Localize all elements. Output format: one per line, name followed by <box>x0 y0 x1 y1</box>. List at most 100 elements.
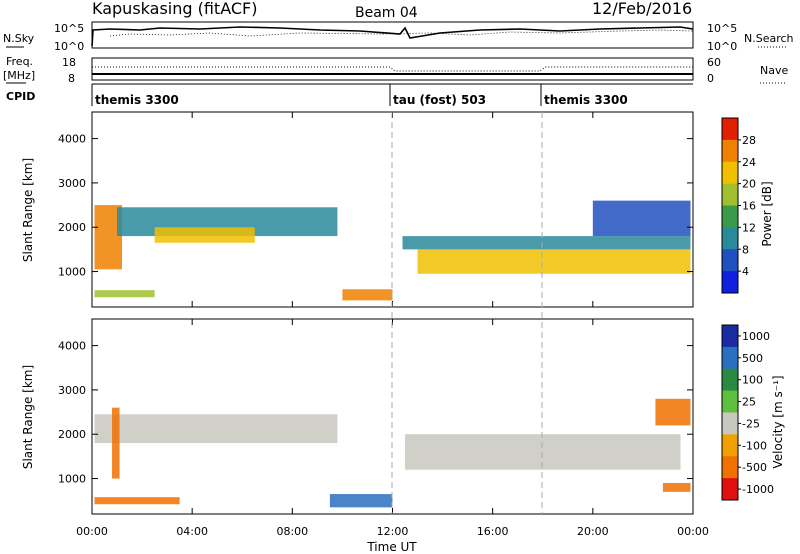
colorbar-tick-label: 28 <box>742 134 756 147</box>
colorbar-tick-label: 500 <box>742 352 763 365</box>
colorbar-tick-label: -100 <box>742 439 767 452</box>
power-ylabel: Slant Range [km] <box>21 158 35 262</box>
velocity-colorbar-label: Velocity [m s⁻¹] <box>771 375 785 468</box>
freq-tick-bottom: 8 <box>68 72 75 85</box>
nsky-tick-bottom: 10^0 <box>54 40 84 53</box>
colorbar-swatch <box>722 456 738 479</box>
nsky-strip: N.Sky 10^5 10^0 10^5 10^0 N.Search <box>3 21 794 53</box>
velocity-echo-band <box>662 482 691 492</box>
x-tick-label: 20:00 <box>577 525 609 538</box>
colorbar-swatch <box>722 205 738 228</box>
power-echo-band <box>592 200 691 237</box>
velocity-echo-band <box>94 497 180 505</box>
power-echo-bands <box>94 200 691 301</box>
velocity-colorbar: 1000 500 100 25 -25 -100 -500 -1000 <box>721 324 774 501</box>
colorbar-swatch <box>722 183 738 206</box>
cpid-strip: CPID themis 3300 tau (fost) 503 themis 3… <box>6 83 693 107</box>
power-panel: 1000 2000 3000 4000 Slant Range [km] 4 8 12 16… <box>21 111 774 308</box>
colorbar-swatch <box>722 325 738 348</box>
y-tick-label: 3000 <box>58 384 86 397</box>
freq-frame <box>91 57 694 81</box>
beam-title: Beam 04 <box>355 5 418 21</box>
power-echo-band <box>417 249 691 274</box>
velocity-echo-band <box>405 434 681 470</box>
nave-label: Nave <box>760 64 788 77</box>
y-tick-label: 4000 <box>58 340 86 353</box>
velocity-ylabel: Slant Range [km] <box>21 365 35 469</box>
colorbar-swatch <box>722 412 738 435</box>
power-echo-band <box>342 289 393 301</box>
colorbar-tick-label: 4 <box>742 265 749 278</box>
colorbar-frame <box>721 324 739 501</box>
velocity-panel: 1000 2000 3000 4000 Slant Range [km] 1000 50… <box>21 318 785 515</box>
power-colorbar-label: Power [dB] <box>760 181 774 246</box>
colorbar-tick-label: 100 <box>742 374 763 387</box>
power-colorbar: 4 8 12 16 20 24 28 <box>721 117 756 294</box>
nsearch-tick-bottom: 10^0 <box>707 40 737 53</box>
nsky-label: N.Sky <box>3 32 35 45</box>
cpid-segment-1: themis 3300 <box>95 93 179 107</box>
time-axis-label: Time UT <box>366 540 417 554</box>
x-tick-label: 00:00 <box>76 525 108 538</box>
velocity-echo-band <box>329 494 393 508</box>
velocity-echo-band <box>94 414 338 444</box>
nsearch-label: N.Search <box>744 32 794 45</box>
nsky-frame <box>91 21 694 49</box>
nave-tick-bottom: 0 <box>707 72 714 85</box>
colorbar-tick-label: 24 <box>742 156 756 169</box>
colorbar-tick-label: 16 <box>742 200 756 213</box>
freq-unit: [MHz] <box>3 69 35 82</box>
cpid-label: CPID <box>6 90 35 103</box>
cpid-segment-2: tau (fost) 503 <box>393 93 486 107</box>
colorbar-swatch <box>722 390 738 413</box>
y-tick-label: 2000 <box>58 428 86 441</box>
power-echo-band <box>94 290 155 298</box>
freq-tick-top: 18 <box>62 56 76 69</box>
y-tick-label: 3000 <box>58 177 86 190</box>
nave-trace <box>92 66 693 72</box>
nsearch-trace <box>109 29 694 37</box>
x-tick-label: 04:00 <box>176 525 208 538</box>
colorbar-swatch <box>722 118 738 141</box>
power-echo-band <box>154 227 255 243</box>
nsky-trace <box>91 26 694 47</box>
x-tick-label: 00:00 <box>677 525 709 538</box>
time-axis: 00:00 04:00 08:00 12:00 16:00 20:00 00:00 <box>76 112 709 538</box>
colorbar-swatch <box>722 139 738 163</box>
date-title: 12/Feb/2016 <box>592 0 692 18</box>
colorbar-tick-label: 8 <box>742 243 749 256</box>
colorbar-tick-label: 1000 <box>742 330 770 343</box>
velocity-echo-band <box>112 407 120 479</box>
x-tick-label: 12:00 <box>377 525 409 538</box>
nsearch-tick-top: 10^5 <box>707 22 737 35</box>
colorbar-swatch <box>722 249 738 272</box>
colorbar-tick-label: -500 <box>742 461 767 474</box>
y-tick-label: 2000 <box>58 221 86 234</box>
colorbar-swatch <box>722 434 738 457</box>
colorbar-tick-label: 20 <box>742 178 756 191</box>
colorbar-swatch <box>722 368 738 392</box>
colorbar-swatch <box>722 346 738 370</box>
colorbar-swatch <box>722 227 738 250</box>
nsky-tick-top: 10^5 <box>54 22 84 35</box>
y-tick-label: 1000 <box>58 473 86 486</box>
colorbar-swatch <box>722 271 738 294</box>
colorbar-tick-label: -1000 <box>742 483 774 496</box>
nave-tick-top: 60 <box>707 56 721 69</box>
x-tick-label: 08:00 <box>276 525 308 538</box>
velocity-echo-bands <box>94 398 691 508</box>
colorbar-tick-label: 12 <box>742 221 756 234</box>
colorbar-tick-label: 25 <box>742 396 756 409</box>
colorbar-tick-label: -25 <box>742 417 760 430</box>
freq-label: Freq. <box>6 55 33 68</box>
colorbar-swatch <box>722 478 738 501</box>
power-echo-band <box>402 236 691 250</box>
y-tick-label: 4000 <box>58 133 86 146</box>
velocity-echo-band <box>655 398 691 426</box>
velocity-y-axis: 1000 2000 3000 4000 <box>58 340 693 486</box>
y-tick-label: 1000 <box>58 266 86 279</box>
station-title: Kapuskasing (fitACF) <box>92 0 257 18</box>
power-y-axis: 1000 2000 3000 4000 <box>58 133 693 279</box>
freq-strip: Freq. [MHz] 18 8 60 0 Nave <box>3 55 788 85</box>
colorbar-swatch <box>722 161 738 185</box>
